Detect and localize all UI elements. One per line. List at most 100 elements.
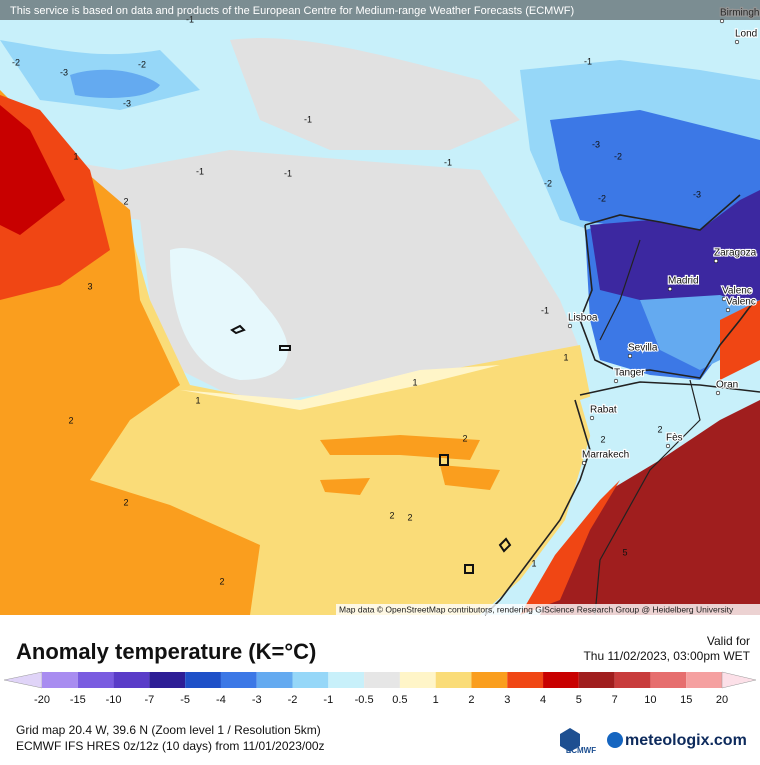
colorbar-label: -15 [70, 694, 86, 706]
cold-patch [550, 110, 760, 230]
city-dot [721, 296, 727, 302]
contour-label: -2 [544, 178, 552, 188]
city-label: Zaragoza [714, 248, 757, 259]
colorbar-label: -2 [288, 694, 298, 706]
contour-label: 2 [600, 434, 605, 444]
brand: meteologix.com [625, 732, 747, 749]
contour-label: 5 [622, 547, 627, 557]
coastline [484, 194, 760, 616]
contour-label: 1 [73, 151, 78, 161]
colorbar-label: 20 [716, 694, 728, 706]
contour-label: -3 [693, 189, 701, 199]
contour-label: -1 [304, 114, 312, 124]
cool-patch [170, 248, 288, 380]
border [594, 239, 701, 616]
city-label: Oran [716, 380, 738, 391]
colorbar-segment [220, 672, 257, 688]
city-dot [627, 353, 633, 359]
contour-label: -3 [123, 98, 131, 108]
city-dot [667, 286, 673, 292]
colorbar-arrow [3, 671, 43, 689]
colorbar-label: -1 [323, 694, 333, 706]
africa-hot [540, 400, 760, 615]
city-dot [725, 307, 731, 313]
valid-time: Thu 11/02/2023, 03:00pm WET [583, 649, 750, 663]
city-label: Rabat [590, 405, 617, 416]
contour-labels: -2-3-2-3-1-1-1-1-1-1-2-3-2-2-3-112311222… [12, 14, 701, 586]
colorbar-segment [507, 672, 544, 688]
colorbar-label: 4 [540, 694, 546, 706]
colorbar-label: -7 [144, 694, 154, 706]
notice: This service is based on data and produc… [10, 5, 574, 17]
colorbar: -20 -15 -10 -7 -5 -4 -3 -2 -1 -0.5 0.5 1 2 3 4 5 7 10 15 20 [3, 671, 757, 706]
neutral-patch [230, 38, 520, 150]
city-label: Fès [666, 433, 683, 444]
coast-warm [720, 300, 760, 380]
colorbar-segment [435, 672, 472, 688]
model-info: ECMWF IFS HRES 0z/12z (10 days) from 11/… [16, 739, 325, 753]
ecmwf-logo: ECMWF [566, 746, 596, 755]
valid-label: Valid for [707, 634, 750, 648]
city-label: Lisboa [568, 313, 598, 324]
colorbar-segment [149, 672, 186, 688]
colorbar-label: 2 [468, 694, 474, 706]
hot-area [0, 105, 65, 235]
colorbar-segment [614, 672, 651, 688]
contour-label: 1 [195, 395, 200, 405]
contour-label: -3 [592, 139, 600, 149]
contour-label: 1 [412, 377, 417, 387]
legend: Anomaly temperature (K=°C) Valid for Thu… [3, 634, 757, 706]
contour-label: -2 [614, 151, 622, 161]
colorbar-segment [364, 672, 400, 688]
ecmwf-icon [560, 728, 580, 752]
contour-label: 2 [389, 510, 394, 520]
city-dot [613, 378, 619, 384]
colorbar-label: 5 [576, 694, 582, 706]
notice-bar [0, 0, 760, 20]
city-dot [581, 460, 587, 466]
city-label: Lond [735, 29, 757, 40]
colorbar-label: 10 [644, 694, 656, 706]
colorbar-segment [543, 672, 579, 688]
colorbar-label: 15 [680, 694, 692, 706]
colorbar-segment [113, 672, 150, 688]
city-dot [665, 443, 671, 449]
iberia-cold [590, 190, 760, 300]
contour-label: -3 [60, 67, 68, 77]
colorbar-segment [185, 672, 221, 688]
colorbar-segment [399, 672, 436, 688]
grid-info: Grid map 20.4 W, 39.6 N (Zoom level 1 / … [16, 723, 321, 737]
cold-patch [70, 69, 160, 98]
contour-label: 2 [123, 497, 128, 507]
contour-label: 2 [657, 424, 662, 434]
city-label: Valenc [726, 297, 756, 308]
city-dot [567, 323, 573, 329]
colorbar-label: -5 [180, 694, 190, 706]
brand-icon [607, 732, 623, 748]
city-label: Tanger [614, 368, 645, 379]
mild-strip [180, 365, 500, 410]
colorbar-label: -0.5 [355, 694, 374, 706]
city-label: Marrakech [582, 450, 629, 461]
colorbar-segment [328, 672, 365, 688]
colorbar-label: -10 [106, 694, 122, 706]
city-dot [589, 415, 595, 421]
legend-title: Anomaly temperature (K=°C) [16, 639, 316, 664]
colorbar-segment [650, 672, 687, 688]
colorbar-label: 1 [433, 694, 439, 706]
contour-label: -2 [12, 57, 20, 67]
contour-label: 1 [563, 352, 568, 362]
contour-label: -1 [196, 166, 204, 176]
city-dot [734, 39, 740, 45]
city-dot [713, 258, 719, 264]
contour-label: -2 [598, 193, 606, 203]
city-dot [715, 390, 721, 396]
contour-label: 2 [407, 512, 412, 522]
contour-label: -1 [284, 168, 292, 178]
colorbar-label: -3 [252, 694, 262, 706]
colorbar-segment [471, 672, 508, 688]
contour-label: -1 [444, 157, 452, 167]
colorbar-label: 7 [612, 694, 618, 706]
colorbar-segment [42, 672, 78, 688]
colorbar-label: -4 [216, 694, 226, 706]
